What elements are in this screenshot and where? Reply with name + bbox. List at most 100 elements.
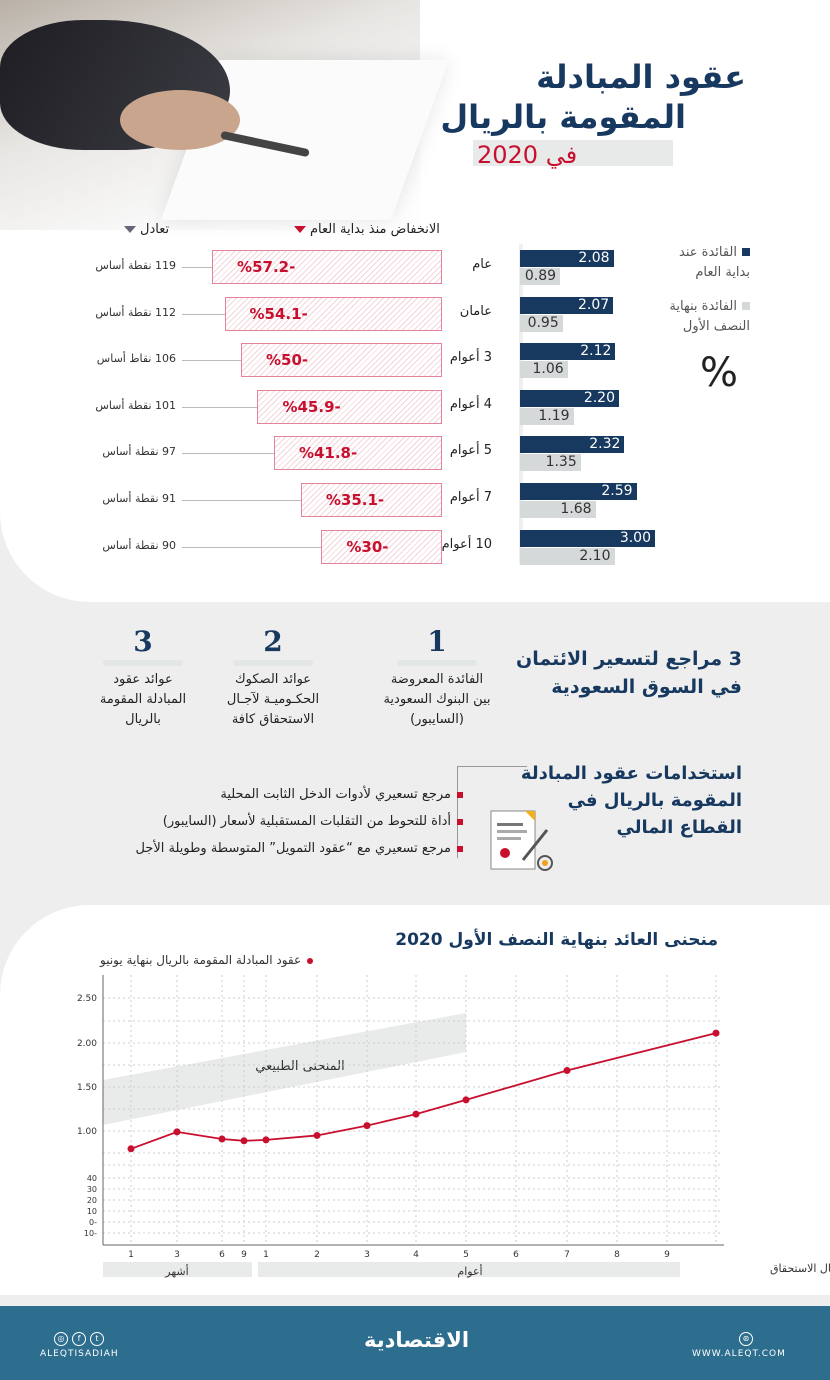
x-tick-label: 9: [664, 1250, 670, 1260]
data-point: [412, 1110, 420, 1118]
reference-text-line: الفائدة المعروضة: [390, 672, 484, 687]
basis-points-label: 112 نقطة أساس: [95, 305, 176, 319]
bar-start-of-year: 2.32: [520, 436, 625, 454]
use-item: مرجع تسعيري لأدوات الدخل الثابت المحلية: [220, 787, 463, 802]
x-tick-label: 4: [413, 1250, 419, 1260]
reference-text-line: عوائد الصكوك: [234, 672, 312, 687]
reference-text-line: الاستحقاق كافة: [231, 712, 315, 727]
reference-text: الفائدة المعروضة بين البنوك السعودية (السا…: [372, 670, 502, 730]
bar-start-of-year: 2.08: [520, 250, 614, 267]
y-tick-label: 10-: [84, 1229, 97, 1238]
basis-points-label: 90 نقطة أساس: [102, 538, 176, 552]
bar-start-of-year: 2.20: [520, 389, 619, 407]
reference-text-line: المبادلة المقومة: [99, 692, 187, 707]
tenor-label: عام: [472, 257, 492, 272]
title-line1: عقود المبادلة: [536, 58, 746, 96]
website-link[interactable]: WWW.ALEQT.COM: [692, 1349, 786, 1359]
chart-title: منحنى العائد بنهاية النصف الأول 2020: [395, 930, 718, 950]
x-tick-label: 6: [513, 1250, 519, 1260]
x-tick-label: 7: [564, 1250, 570, 1260]
x-tick-label: 1: [128, 1250, 134, 1260]
y-tick-label: 0-: [89, 1218, 97, 1227]
x-tick-label: 3: [364, 1250, 370, 1260]
y-tick-label: 20: [87, 1196, 97, 1205]
leader-line: [182, 500, 301, 501]
y-tick-label: 40: [87, 1174, 97, 1183]
legend-start-of-year: القائدة عند بداية العام: [679, 245, 750, 280]
tenor-label: عامان: [459, 303, 492, 319]
x-tick-label: 2: [314, 1250, 320, 1260]
yield-curve-chart: المنحنى الطبيعي 2.50 2.00 1.50 1.00 40 30 20 10 0…: [77, 975, 830, 1278]
decline-bar: %45.9-: [257, 389, 442, 424]
reference-number: 3: [133, 625, 153, 658]
footer: ◎ f t ALEQTISADIAH الاقتصادية ⊛ WWW.ALEQT.…: [0, 1306, 830, 1380]
x-axis-label: آجال الاستحقاق: [770, 1261, 830, 1275]
data-point: [218, 1135, 226, 1143]
reference-number: 2: [263, 625, 283, 658]
instagram-icon[interactable]: ◎: [54, 1332, 68, 1346]
legend-marker-icon: [307, 958, 314, 964]
normal-curve-band: [103, 1013, 466, 1125]
data-point: [563, 1066, 571, 1074]
equivalent-header: تعادل: [120, 222, 169, 237]
use-item: مرجع تسعيري مع “عقود التمويل” المتوسطة و…: [135, 841, 463, 856]
bar-end-of-h1: 2.10: [520, 547, 615, 565]
band-label: المنحنى الطبيعي: [255, 1059, 344, 1074]
x-tick-label: 3: [174, 1250, 180, 1260]
years-group-bar: [258, 1262, 680, 1277]
use-item-text: مرجع تسعيري مع “عقود التمويل” المتوسطة و…: [135, 841, 451, 856]
tenor-label: 7 أعوام: [449, 490, 492, 505]
decline-bar: %30-: [321, 529, 442, 564]
title-line2: المقومة بالريال: [440, 98, 686, 136]
use-item-text: مرجع تسعيري لأدوات الدخل الثابت المحلية: [220, 787, 451, 802]
social-handle[interactable]: ALEQTISADIAH: [40, 1349, 119, 1359]
bar-end-of-h1: 0.89: [520, 268, 561, 285]
reference-text-line: (السايبور): [410, 712, 464, 727]
x-tick-label: 8: [614, 1250, 620, 1260]
data-point: [262, 1136, 270, 1144]
reference-text-line: عوائد عقود: [113, 672, 173, 687]
leader-line: [182, 453, 274, 455]
bullet-icon: [457, 846, 463, 852]
basis-points-label: 101 نقطة أساس: [95, 398, 176, 412]
leader-line: [182, 267, 213, 268]
social-icons: ◎ f t: [52, 1326, 106, 1346]
uses-title: استخدامات عقود المبادلة المقومة بالريال ف…: [520, 763, 742, 838]
percent-unit: %: [700, 350, 739, 396]
globe-icon: ⊛: [737, 1326, 755, 1346]
bullet-icon: [457, 792, 463, 798]
decline-bar: %41.8-: [273, 436, 442, 471]
y-tick-label: 2.50: [77, 994, 97, 1004]
bar-start-of-year: 2.59: [520, 483, 637, 500]
leader-line: [182, 360, 241, 362]
use-item: أداة للتحوط من التقلبات المستقبلية لأسعا…: [163, 814, 463, 829]
bar-end-of-h1: 1.35: [520, 454, 581, 472]
hands-signing-photo: [0, 0, 450, 230]
data-point: [462, 1096, 470, 1104]
tenor-label: 3 أعوام: [449, 350, 492, 366]
reference-number-underline: [397, 660, 477, 666]
document-signing-icon: [485, 805, 555, 871]
bar-start-of-year: 2.07: [520, 296, 614, 314]
leader-line: [182, 406, 258, 408]
leader-line: [182, 546, 322, 548]
y-tick-label: 30: [87, 1185, 97, 1194]
years-group-label: أعوام: [457, 1264, 482, 1278]
y-tick-label: 10: [87, 1207, 97, 1216]
reference-text: عوائد الصكوك الحكـوميـة لآجـال الاستحقاق ك…: [208, 670, 338, 730]
facebook-icon[interactable]: f: [72, 1332, 86, 1346]
decline-bar: %35.1-: [300, 483, 442, 517]
bar-end-of-h1: 1.19: [520, 407, 574, 425]
bar-start-of-year: 3.00: [520, 529, 655, 547]
down-triangle-icon: [294, 226, 306, 233]
reference-number-underline: [103, 660, 183, 666]
twitter-icon[interactable]: t: [90, 1332, 104, 1346]
x-tick-label: 6: [219, 1250, 225, 1260]
reference-number: 1: [427, 625, 447, 658]
data-point: [313, 1131, 321, 1139]
uses-connector: [457, 766, 458, 858]
use-item-text: أداة للتحوط من التقلبات المستقبلية لأسعا…: [162, 814, 451, 829]
chart-legend: عقود المبادلة المقومة بالريال بنهاية يون…: [100, 953, 314, 967]
months-group-bar: [103, 1262, 252, 1277]
data-point: [240, 1137, 248, 1145]
